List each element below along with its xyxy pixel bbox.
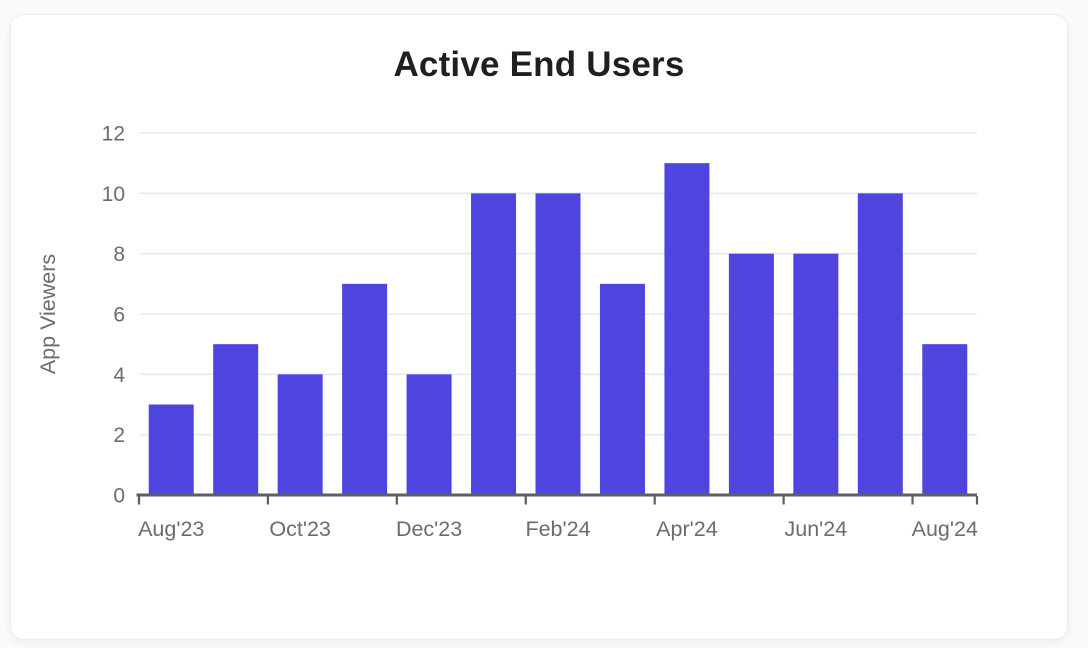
bar[interactable] <box>599 283 645 495</box>
bar[interactable] <box>857 193 903 496</box>
x-tick-label: Oct'23 <box>269 517 331 541</box>
x-tick-label: Aug'23 <box>138 517 204 541</box>
bar[interactable] <box>277 374 323 495</box>
y-tick-label: 0 <box>113 485 125 508</box>
label-layer: 0 2 4 6 8 10 12 Aug'23 Oct'23 Dec'23 Feb'24 Apr'24 J… <box>36 123 978 542</box>
y-tick-label: 12 <box>102 123 125 146</box>
bar[interactable] <box>471 193 517 496</box>
bar[interactable] <box>148 404 194 496</box>
x-tick-label: Apr'24 <box>656 517 718 541</box>
x-tick-label: Jun'24 <box>785 517 848 541</box>
x-tick-label: Aug'24 <box>912 517 978 541</box>
bar[interactable] <box>922 344 968 495</box>
y-tick-label: 8 <box>113 243 125 266</box>
bar[interactable] <box>535 193 581 496</box>
y-tick-label: 2 <box>113 424 125 447</box>
bar[interactable] <box>213 344 259 495</box>
bar[interactable] <box>793 253 839 495</box>
bar[interactable] <box>664 163 710 495</box>
bar-series <box>148 163 968 496</box>
y-tick-label: 4 <box>113 364 125 387</box>
bar[interactable] <box>342 283 388 495</box>
y-axis-title: App Viewers <box>36 254 60 374</box>
y-tick-label: 10 <box>102 183 125 206</box>
bar[interactable] <box>406 374 452 495</box>
chart-canvas: 0 2 4 6 8 10 12 Aug'23 Oct'23 Dec'23 Feb'24 Apr'24 J… <box>36 123 979 542</box>
bar[interactable] <box>728 253 774 495</box>
chart-title: Active End Users <box>393 45 685 84</box>
chart-card: Active End Users 0 2 4 6 8 10 12 Aug'23 Oct'23 De… <box>10 14 1068 640</box>
x-tick-label: Dec'23 <box>396 517 462 541</box>
y-tick-label: 6 <box>113 304 125 327</box>
axis-layer <box>136 493 979 505</box>
x-tick-label: Feb'24 <box>525 517 590 541</box>
